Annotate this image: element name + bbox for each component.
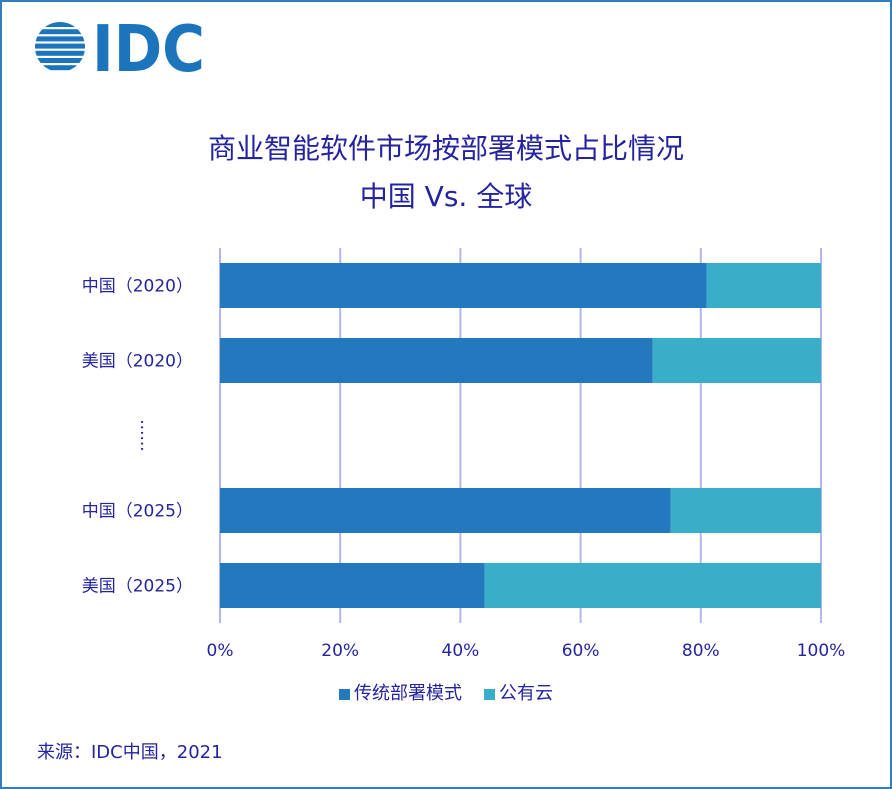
bar-segment-series-0	[220, 488, 671, 533]
category-label: 美国（2025）	[82, 577, 193, 597]
x-tick-label: 0%	[207, 641, 234, 661]
legend-item-traditional: 传统部署模式	[339, 682, 462, 706]
bar-segment-series-1	[484, 563, 821, 608]
legend-label-public-cloud: 公有云	[499, 683, 553, 704]
bar-segment-series-0	[220, 338, 653, 383]
x-tick-label: 80%	[682, 641, 720, 661]
legend-item-public-cloud: 公有云	[484, 682, 553, 706]
stacked-bar-chart: 0% 20% 40% 60% 80% 100% 中国（2020） 美国（2020）......…	[82, 248, 846, 661]
bar-segment-series-1	[706, 263, 821, 308]
x-tick-label: 40%	[442, 641, 480, 661]
legend-label-traditional: 传统部署模式	[354, 683, 462, 704]
x-tick-label: 100%	[797, 641, 846, 661]
idc-logo: IDC	[35, 18, 205, 76]
legend-swatch-public-cloud	[484, 688, 495, 700]
bar-segment-series-1	[670, 488, 821, 533]
globe-icon	[35, 22, 85, 71]
category-label: 中国（2025）	[82, 502, 193, 522]
x-tick-label: 20%	[321, 641, 359, 661]
x-tick-label: 60%	[562, 641, 600, 661]
chart-subtitle: 中国 Vs. 全球	[359, 180, 533, 213]
legend-swatch-traditional	[339, 688, 350, 700]
bar-segment-series-0	[220, 563, 485, 608]
category-ellipsis: ......	[136, 419, 156, 451]
bar-segment-series-1	[652, 338, 821, 383]
bar-segment-series-0	[220, 263, 707, 308]
category-label: 中国（2020）	[82, 277, 193, 297]
source-note: 来源：IDC中国，2021	[37, 742, 223, 763]
logo-wordmark: IDC	[92, 18, 205, 76]
chart-legend: 传统部署模式 公有云	[339, 682, 553, 706]
category-label: 美国（2020）	[82, 352, 193, 372]
chart-title: 商业智能软件市场按部署模式占比情况	[207, 132, 684, 165]
